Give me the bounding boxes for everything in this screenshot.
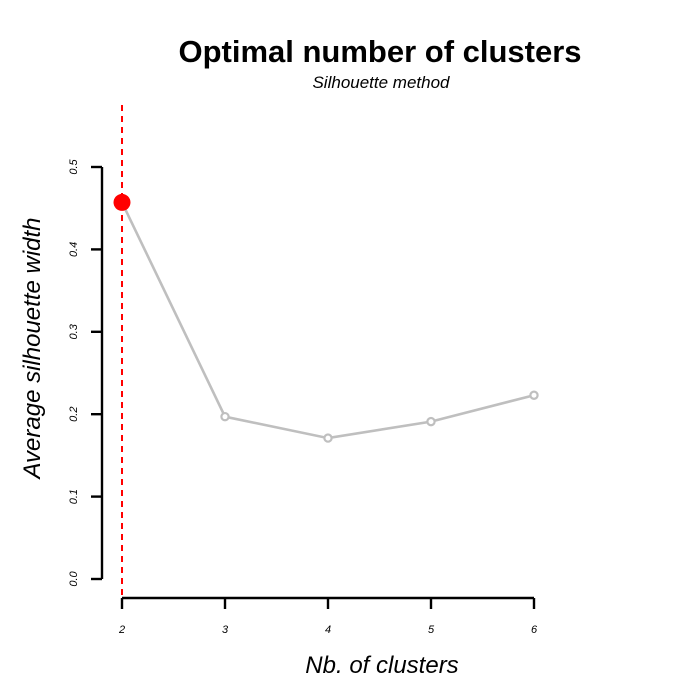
y-tick-label: 0.5 [68, 158, 80, 174]
x-axis-ticks: 2 3 4 5 6 [118, 598, 538, 636]
y-tick-label: 0.3 [68, 323, 80, 339]
silhouette-series-line [120, 201, 535, 440]
data-point [220, 411, 230, 422]
x-tick-label: 2 [118, 624, 125, 636]
data-point [529, 390, 539, 400]
y-axis-ticks: 0.0 0.1 0.2 0.3 0.4 0.5 [68, 158, 102, 587]
y-tick-label: 0.1 [68, 489, 80, 504]
y-tick-label: 0.2 [68, 407, 80, 422]
x-tick-label: 6 [531, 624, 538, 636]
y-tick-label: 0.0 [68, 570, 80, 586]
data-point [426, 416, 436, 427]
y-axis-title: Average silhouette width [19, 217, 46, 480]
x-tick-label: 5 [428, 624, 435, 636]
x-axis-title: Nb. of clusters [305, 652, 458, 679]
chart-subtitle: Silhouette method [312, 73, 450, 92]
optimal-point [113, 193, 131, 211]
x-tick-label: 4 [325, 624, 331, 636]
data-point [323, 433, 333, 443]
chart-title: Optimal number of clusters [178, 34, 581, 69]
silhouette-points [113, 193, 539, 443]
y-tick-label: 0.4 [68, 242, 80, 257]
x-tick-label: 3 [222, 624, 229, 636]
